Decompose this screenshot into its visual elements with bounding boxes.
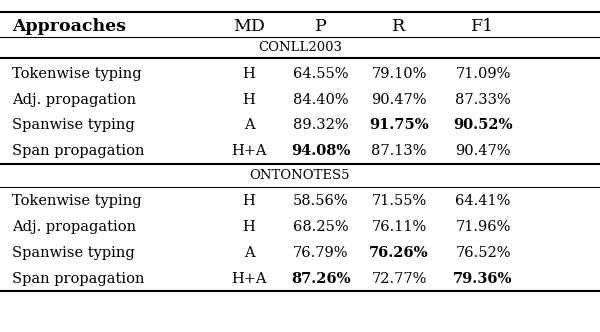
Text: Spanwise typing: Spanwise typing (12, 246, 135, 260)
Text: H: H (242, 67, 256, 81)
Text: 90.52%: 90.52% (453, 119, 513, 132)
Text: CONLL2003: CONLL2003 (258, 41, 342, 54)
Text: Span propagation: Span propagation (12, 272, 145, 286)
Text: 87.13%: 87.13% (371, 144, 427, 158)
Text: H+A: H+A (231, 272, 267, 286)
Text: 76.52%: 76.52% (455, 246, 511, 260)
Text: 91.75%: 91.75% (369, 119, 429, 132)
Text: H: H (242, 194, 256, 208)
Text: H: H (242, 93, 256, 107)
Text: R: R (392, 18, 406, 35)
Text: 64.55%: 64.55% (293, 67, 349, 81)
Text: ONTONOTES5: ONTONOTES5 (250, 169, 350, 182)
Text: P: P (315, 18, 327, 35)
Text: Tokenwise typing: Tokenwise typing (12, 67, 142, 81)
Text: A: A (244, 246, 254, 260)
Text: Span propagation: Span propagation (12, 144, 145, 158)
Text: 84.40%: 84.40% (293, 93, 349, 107)
Text: 76.11%: 76.11% (371, 220, 427, 234)
Text: 94.08%: 94.08% (292, 144, 350, 158)
Text: Tokenwise typing: Tokenwise typing (12, 194, 142, 208)
Text: F1: F1 (472, 18, 494, 35)
Text: 76.26%: 76.26% (369, 246, 429, 260)
Text: 76.79%: 76.79% (293, 246, 349, 260)
Text: A: A (244, 119, 254, 132)
Text: 87.33%: 87.33% (455, 93, 511, 107)
Text: 87.26%: 87.26% (291, 272, 351, 286)
Text: 71.55%: 71.55% (371, 194, 427, 208)
Text: 90.47%: 90.47% (371, 93, 427, 107)
Text: 89.32%: 89.32% (293, 119, 349, 132)
Text: MD: MD (233, 18, 265, 35)
Text: 90.47%: 90.47% (455, 144, 511, 158)
Text: 71.96%: 71.96% (455, 220, 511, 234)
Text: H: H (242, 220, 256, 234)
Text: 64.41%: 64.41% (455, 194, 511, 208)
Text: 58.56%: 58.56% (293, 194, 349, 208)
Text: 79.36%: 79.36% (453, 272, 513, 286)
Text: Approaches: Approaches (12, 18, 126, 35)
Text: H+A: H+A (231, 144, 267, 158)
Text: Spanwise typing: Spanwise typing (12, 119, 135, 132)
Text: Adj. propagation: Adj. propagation (12, 93, 136, 107)
Text: 79.10%: 79.10% (371, 67, 427, 81)
Text: Adj. propagation: Adj. propagation (12, 220, 136, 234)
Text: 71.09%: 71.09% (455, 67, 511, 81)
Text: 68.25%: 68.25% (293, 220, 349, 234)
Text: 72.77%: 72.77% (371, 272, 427, 286)
